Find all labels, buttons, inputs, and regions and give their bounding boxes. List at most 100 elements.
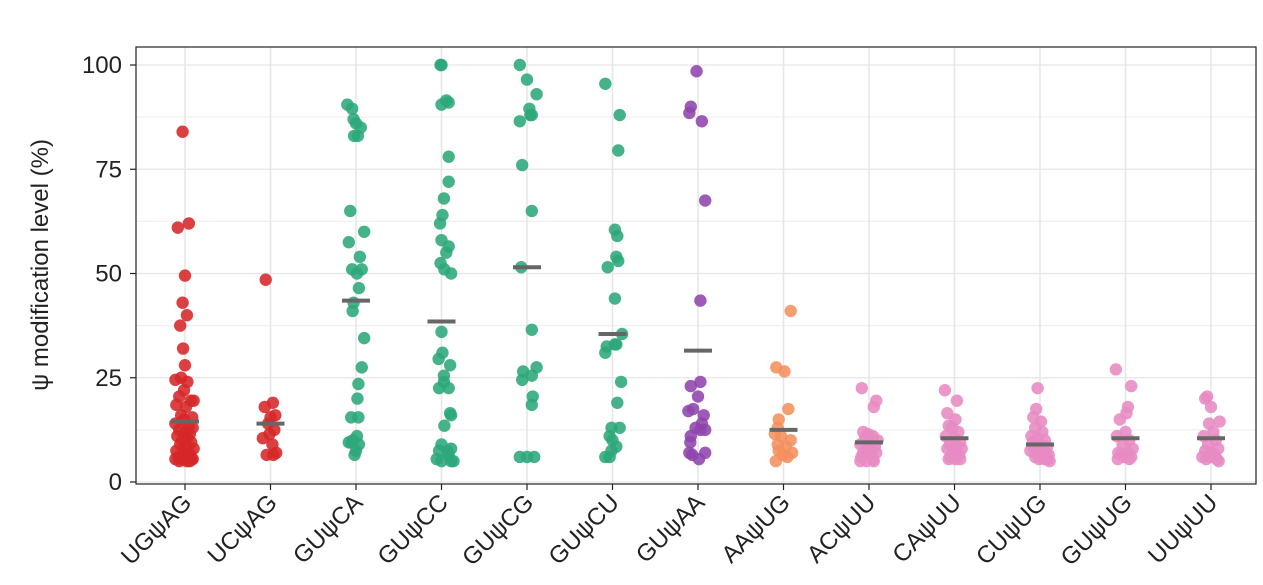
data-point <box>1031 381 1044 395</box>
data-point <box>1204 400 1218 414</box>
x-tick-label: CUψUG <box>971 489 1052 570</box>
data-point <box>854 454 867 468</box>
data-point <box>258 400 271 414</box>
data-point <box>440 246 453 259</box>
data-point <box>605 444 618 457</box>
data-point <box>442 175 455 188</box>
x-tick-label: GUψCU <box>544 489 625 570</box>
data-point <box>357 331 371 345</box>
x-tick-label: CAψUU <box>887 489 966 568</box>
data-point <box>769 454 783 468</box>
data-point <box>176 342 190 355</box>
data-point <box>180 309 194 322</box>
data-point <box>171 221 184 234</box>
median-layer <box>171 265 1225 447</box>
data-point <box>1125 379 1138 393</box>
data-point <box>182 217 196 230</box>
data-point <box>435 325 448 339</box>
x-tick-label: GUψCG <box>457 489 539 571</box>
data-point <box>1213 415 1226 428</box>
data-point <box>1032 452 1046 466</box>
data-point <box>442 381 455 395</box>
data-point <box>684 379 697 393</box>
data-point <box>608 292 622 305</box>
data-point <box>528 450 541 464</box>
data-point <box>516 158 529 172</box>
data-point <box>344 204 357 218</box>
x-tick-label: GUψCC <box>373 489 454 570</box>
data-point <box>433 217 447 230</box>
data-point <box>695 115 709 128</box>
data-point <box>683 106 696 120</box>
data-point <box>867 400 880 414</box>
data-point <box>950 394 964 407</box>
data-point <box>352 411 365 424</box>
data-point <box>444 409 458 422</box>
data-point <box>682 404 695 418</box>
y-axis: 0 25 50 75 100 <box>82 52 136 496</box>
plot-frame <box>135 46 1257 485</box>
data-point <box>949 452 962 466</box>
data-point <box>352 281 366 295</box>
data-point <box>1109 363 1123 376</box>
data-point <box>267 448 280 462</box>
data-point <box>432 381 446 395</box>
x-tick-label: GUψUG <box>1056 489 1138 571</box>
data-point <box>1200 452 1213 466</box>
data-point <box>781 450 794 464</box>
data-point <box>784 304 797 318</box>
data-point <box>176 125 189 138</box>
y-axis-title: ψ modification level (%) <box>27 139 54 391</box>
data-point <box>345 102 359 115</box>
data-point <box>435 98 448 111</box>
data-point <box>1113 413 1126 426</box>
data-point <box>355 361 368 374</box>
data-point <box>350 267 364 280</box>
x-tick-label: GUψAA <box>631 489 710 568</box>
data-point <box>442 150 455 163</box>
data-point <box>599 77 612 90</box>
y-tick-label: 0 <box>109 469 122 496</box>
y-tick-label: 50 <box>95 261 122 288</box>
data-point <box>1111 452 1125 466</box>
data-point <box>348 448 361 462</box>
data-point <box>691 390 705 403</box>
data-point <box>176 296 189 309</box>
data-point <box>437 192 451 205</box>
data-point <box>614 375 628 389</box>
data-point <box>1043 454 1056 468</box>
data-point <box>353 250 367 264</box>
data-point <box>516 373 529 387</box>
data-point <box>185 452 198 466</box>
data-point <box>346 304 359 318</box>
data-point <box>613 108 626 122</box>
x-tick-label: UGψAG <box>116 489 197 570</box>
data-point <box>601 261 614 274</box>
data-point <box>438 263 451 276</box>
data-point <box>513 115 526 128</box>
data-point <box>513 58 526 72</box>
data-point <box>525 204 538 218</box>
data-point <box>938 384 952 397</box>
data-point <box>1123 452 1136 466</box>
y-tick-label: 25 <box>95 365 122 392</box>
data-point <box>692 452 706 466</box>
x-tick-label: UUψUU <box>1143 489 1223 569</box>
data-point <box>352 377 365 391</box>
data-point <box>256 432 270 445</box>
data-point <box>612 144 625 157</box>
x-tick-label: ACψUU <box>802 489 881 568</box>
x-axis: UGψAG UCψAG GUψCA GUψCC GUψCG GUψCU GUψAA AAψUG… <box>116 484 1223 571</box>
data-point <box>342 236 355 249</box>
data-point <box>867 454 880 468</box>
data-point <box>699 423 712 437</box>
data-point <box>684 436 697 449</box>
data-point <box>525 398 538 412</box>
x-tick-label: AAψUG <box>716 489 795 568</box>
data-point <box>178 359 192 372</box>
data-point <box>610 338 623 351</box>
data-point <box>432 352 445 366</box>
data-point <box>611 229 624 243</box>
